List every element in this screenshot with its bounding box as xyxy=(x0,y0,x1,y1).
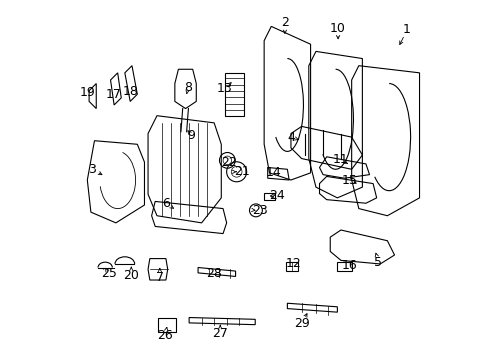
Text: 1: 1 xyxy=(402,23,410,36)
Text: 27: 27 xyxy=(212,327,228,340)
Text: 16: 16 xyxy=(341,258,357,271)
Text: 9: 9 xyxy=(187,129,195,142)
Text: 8: 8 xyxy=(183,81,192,94)
Text: 29: 29 xyxy=(293,317,309,330)
Text: 19: 19 xyxy=(79,86,95,99)
Text: 21: 21 xyxy=(233,165,249,178)
Text: 4: 4 xyxy=(286,131,294,144)
Text: 18: 18 xyxy=(122,85,138,98)
Text: 15: 15 xyxy=(341,174,357,187)
Text: 13: 13 xyxy=(217,82,232,95)
Text: 26: 26 xyxy=(157,329,173,342)
Text: 28: 28 xyxy=(206,267,222,280)
Text: 11: 11 xyxy=(332,153,347,166)
Text: 20: 20 xyxy=(123,269,139,282)
Text: 22: 22 xyxy=(221,156,237,168)
Text: 3: 3 xyxy=(88,163,96,176)
Text: 25: 25 xyxy=(101,267,117,280)
Text: 17: 17 xyxy=(105,88,121,101)
Text: 5: 5 xyxy=(374,256,382,269)
Text: 6: 6 xyxy=(162,197,169,210)
Text: 2: 2 xyxy=(280,16,288,29)
Text: 7: 7 xyxy=(156,271,163,284)
Text: 12: 12 xyxy=(285,257,301,270)
Text: 14: 14 xyxy=(265,166,281,179)
Text: 24: 24 xyxy=(269,189,285,202)
Text: 23: 23 xyxy=(251,204,267,217)
Text: 10: 10 xyxy=(329,22,346,35)
